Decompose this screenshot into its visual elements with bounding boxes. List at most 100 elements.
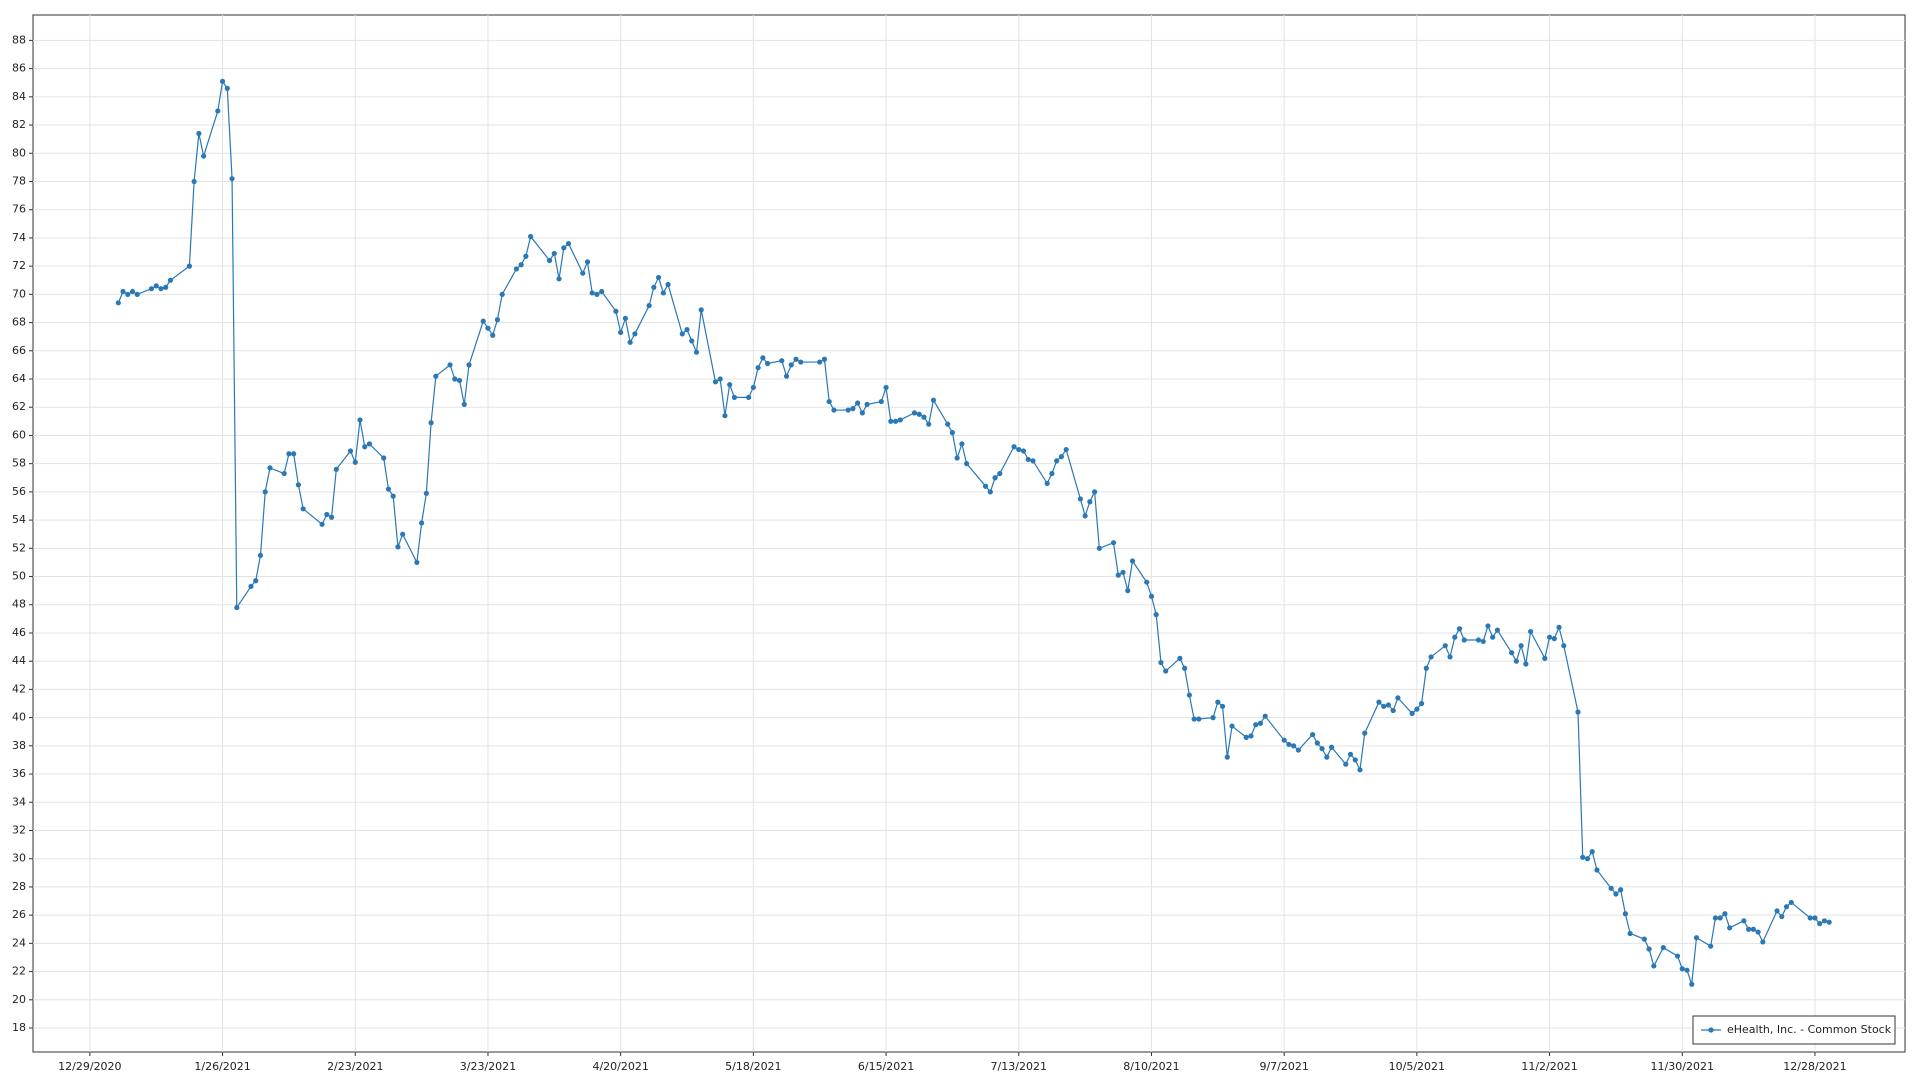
y-tick-label: 34 <box>12 795 26 808</box>
data-point <box>655 274 662 281</box>
data-point <box>1096 545 1102 551</box>
data-point <box>490 332 496 338</box>
data-point <box>1727 925 1733 931</box>
data-point <box>1660 944 1666 951</box>
data-point <box>997 470 1003 477</box>
data-point <box>845 407 851 413</box>
data-point <box>1229 723 1235 729</box>
data-point <box>1461 637 1467 643</box>
x-tick-label: 6/15/2021 <box>858 1060 914 1073</box>
data-point <box>1821 918 1828 924</box>
data-point <box>1750 926 1756 932</box>
data-point <box>1182 665 1188 671</box>
y-tick-label: 52 <box>12 541 26 554</box>
data-point <box>1129 558 1136 564</box>
data-point <box>831 407 837 413</box>
data-point <box>419 520 425 526</box>
y-tick-label: 76 <box>12 203 26 216</box>
data-point <box>366 441 373 447</box>
data-point <box>1674 953 1681 959</box>
data-point <box>1385 702 1392 708</box>
data-point <box>267 465 273 471</box>
data-point <box>1186 692 1192 698</box>
data-point <box>1395 695 1401 701</box>
y-tick-label: 38 <box>12 739 26 752</box>
y-tick-label: 72 <box>12 259 26 272</box>
data-point <box>1641 936 1647 942</box>
data-point <box>125 291 131 297</box>
data-point <box>1542 655 1548 661</box>
data-point <box>328 514 335 520</box>
data-point <box>798 359 804 365</box>
data-point <box>1257 720 1264 726</box>
plot-frame <box>32 14 1906 1053</box>
data-point <box>892 418 899 424</box>
y-tick-label: 40 <box>12 711 26 724</box>
data-point <box>1177 655 1183 661</box>
data-point <box>1452 634 1458 640</box>
data-point <box>1783 904 1790 910</box>
data-point <box>1622 911 1628 917</box>
data-point <box>1253 722 1259 728</box>
data-point <box>1115 572 1121 578</box>
data-point <box>850 406 856 412</box>
data-point <box>1523 661 1529 667</box>
y-tick-label: 28 <box>12 880 26 893</box>
y-tick-label: 78 <box>12 174 26 187</box>
grid <box>33 15 1905 1052</box>
data-point <box>1807 915 1813 921</box>
data-point <box>1054 458 1060 464</box>
data-point <box>1381 703 1387 709</box>
data-point <box>1309 731 1316 738</box>
data-point <box>930 397 937 403</box>
data-point <box>1594 867 1600 873</box>
data-point <box>622 315 629 321</box>
data-point <box>1684 967 1690 973</box>
data-point <box>1295 747 1301 753</box>
data-point <box>717 376 723 382</box>
y-tick-label: 26 <box>12 908 26 921</box>
data-point <box>712 379 719 385</box>
data-point <box>148 286 155 292</box>
data-point <box>1518 643 1524 649</box>
data-point <box>433 373 439 379</box>
data-point <box>1580 854 1586 860</box>
data-point <box>447 362 453 368</box>
data-point <box>1817 921 1823 927</box>
data-point <box>1490 634 1496 640</box>
data-point <box>1755 929 1761 935</box>
data-point <box>300 506 306 512</box>
data-point <box>1561 643 1567 649</box>
data-point <box>954 455 960 461</box>
data-point <box>286 451 292 457</box>
x-tick-label: 3/23/2021 <box>460 1060 516 1073</box>
data-point <box>565 240 572 247</box>
data-point <box>1376 699 1382 705</box>
data-point <box>452 376 458 382</box>
data-point <box>1357 767 1363 773</box>
data-point <box>219 78 226 84</box>
y-tick-label: 66 <box>12 344 26 357</box>
data-point <box>1196 716 1202 722</box>
data-point <box>1148 593 1155 599</box>
data-point <box>916 411 922 417</box>
data-point <box>987 489 993 495</box>
data-point <box>1494 627 1501 633</box>
data-point <box>428 420 434 426</box>
data-point <box>1144 579 1150 585</box>
x-tick-label: 11/2/2021 <box>1521 1060 1577 1073</box>
data-point <box>1646 946 1652 952</box>
data-point <box>513 266 520 272</box>
y-tick-label: 42 <box>12 682 26 695</box>
data-point <box>201 153 207 159</box>
data-point <box>651 284 657 290</box>
y-tick-label: 18 <box>12 1021 26 1034</box>
y-tick-label: 48 <box>12 598 26 611</box>
data-point <box>229 176 235 182</box>
data-point <box>1826 919 1832 925</box>
data-point <box>385 486 392 492</box>
data-point <box>1423 665 1429 671</box>
data-point <box>1120 569 1126 575</box>
data-point <box>134 291 140 297</box>
data-point <box>589 290 595 296</box>
